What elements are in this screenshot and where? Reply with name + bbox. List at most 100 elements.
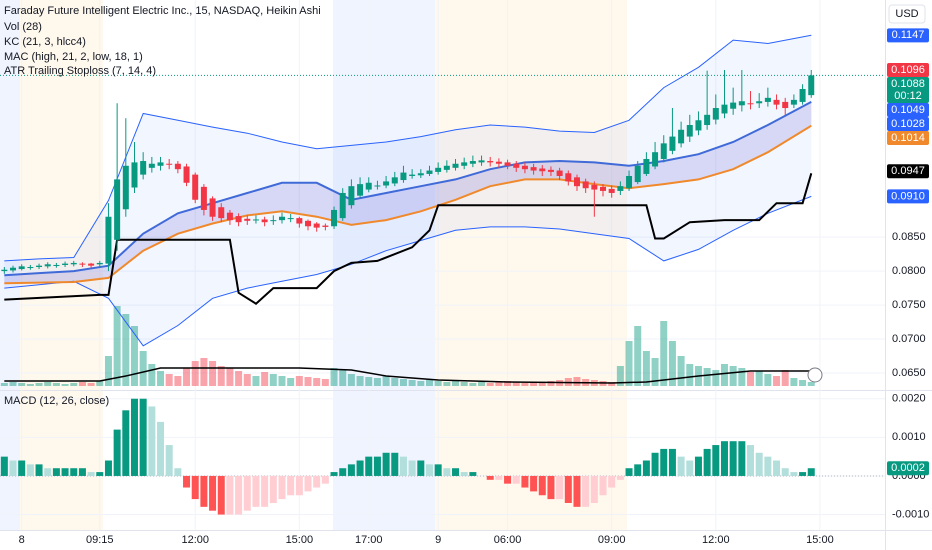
volume-bar [295,376,303,386]
volume-bar [573,377,581,386]
indicator-line [4,34,812,262]
candle-body [582,181,589,189]
volume-bar [78,382,86,386]
volume-bar [9,382,17,386]
x-tick-label: 15:00 [806,534,834,546]
volume-bar [70,383,78,386]
macd-bar [755,452,763,476]
volume-bar [321,379,329,386]
volume-bar [347,374,355,386]
price-label: 0.1049 [891,104,925,116]
candle-body [374,185,381,187]
x-tick-label: 12:00 [181,534,209,546]
macd-bar [434,464,442,476]
candle-body [495,161,502,164]
macd-bar [174,468,182,476]
price-label-box [887,130,929,145]
volume-bar [764,374,772,386]
candle-body [96,262,103,265]
volume-bar [547,381,555,386]
candle-body [244,218,251,221]
countdown: 00:12 [894,90,922,102]
candle-body [114,179,121,240]
price-label: 0.0910 [891,190,925,202]
macd-bar [226,475,234,515]
session-shade [0,0,20,530]
x-tick-label: 06:00 [494,534,522,546]
candle-body [252,219,259,221]
volume-bar [790,378,798,386]
x-tick-label: 09:00 [598,534,626,546]
alert-icon[interactable] [807,367,823,383]
macd-bar [399,456,407,476]
currency-box[interactable] [888,4,926,24]
candle-body [18,266,25,270]
candle-body [261,219,268,223]
candle-body [79,263,86,265]
candle-body [44,264,51,267]
volume-bar [608,382,616,386]
macd-bar [365,456,373,476]
candle-body [643,158,650,174]
macd-bar [139,398,147,476]
candle-body [721,104,728,114]
volume-bar [104,356,112,386]
volume-bar [209,361,217,386]
macd-bar [313,475,321,488]
macd-bar [408,460,416,476]
candle-body [313,223,320,228]
macd-bar [747,445,755,476]
candle-body [712,108,719,120]
macd-bar [720,441,728,476]
candle-body [339,192,346,219]
candle-body [738,101,745,106]
volume-bar [720,364,728,386]
macd-bar [564,475,572,503]
y-tick-label: 0.0850 [892,231,926,243]
volume-bar [18,383,26,386]
candle-body [617,186,624,191]
macd-bar [634,464,642,476]
y-tick-label: 0.0750 [892,299,926,311]
price-label: 0.1088 [891,78,925,90]
macd-bar [200,475,208,507]
x-tick-label: 09:15 [86,534,114,546]
macd-bar [87,472,95,476]
volume-bar [651,358,659,386]
macd-bar [807,468,815,476]
macd-bar [512,475,520,484]
candle-body [747,103,754,105]
candle-body [547,169,554,172]
candle-body [331,209,338,227]
candle-body [148,163,155,168]
macd-bar [261,475,269,507]
candle-body [591,184,598,190]
volume-bar [712,370,720,386]
volume-bar [434,381,442,386]
candle-body [140,161,147,175]
volume-bar [460,382,468,386]
candle-body [278,216,285,221]
volume-bar [391,378,399,386]
volume-bar [373,378,381,386]
macd-bar [183,475,191,488]
candle-body [365,182,372,190]
candle-body [183,166,190,183]
candle-body [461,162,468,166]
indicator-legend: Vol (28) [4,21,42,33]
candle-body [391,177,398,184]
volume-bar [313,378,321,386]
macd-bar [52,468,60,476]
currency[interactable]: USD [895,8,918,20]
price-label: 0.0002 [891,462,925,474]
candle-body [305,220,312,227]
candle-body [88,263,95,266]
candle-body [53,264,60,266]
price-label-box [887,164,929,179]
candle-body [608,188,615,193]
candle-body [357,184,364,196]
volume-bar [703,368,711,386]
candle-body [634,165,641,183]
macd-bar [61,468,69,476]
candle-body [799,89,806,102]
